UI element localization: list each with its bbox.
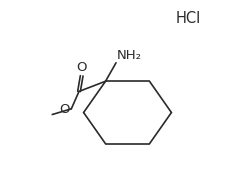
Text: O: O <box>76 61 86 74</box>
Text: O: O <box>59 103 69 116</box>
Text: NH₂: NH₂ <box>117 49 141 62</box>
Text: HCl: HCl <box>175 11 200 26</box>
